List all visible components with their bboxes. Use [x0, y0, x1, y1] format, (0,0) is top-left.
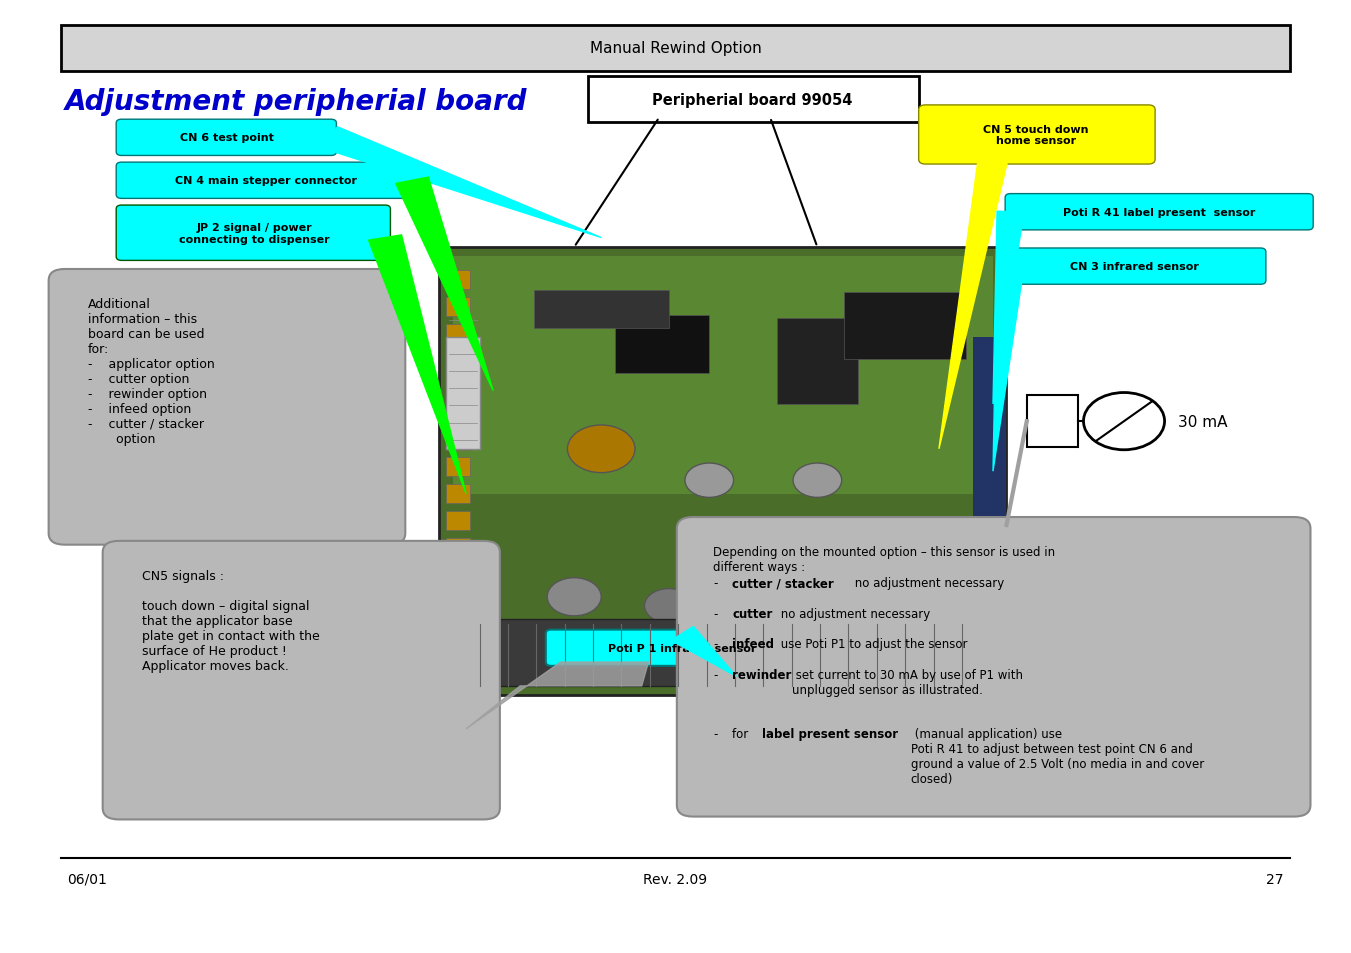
Text: -: -: [713, 727, 717, 740]
Text: Manual Rewind Option: Manual Rewind Option: [589, 41, 762, 56]
FancyBboxPatch shape: [446, 378, 470, 396]
FancyBboxPatch shape: [446, 537, 470, 557]
Text: 06/01: 06/01: [68, 872, 108, 885]
FancyBboxPatch shape: [588, 77, 919, 123]
Circle shape: [1084, 394, 1165, 451]
Polygon shape: [466, 662, 648, 729]
Text: 27: 27: [1266, 872, 1283, 885]
FancyBboxPatch shape: [446, 404, 470, 424]
FancyBboxPatch shape: [116, 120, 336, 156]
FancyBboxPatch shape: [844, 294, 966, 359]
Text: CN 5 touch down
home sensor: CN 5 touch down home sensor: [984, 125, 1089, 146]
Text: -: -: [713, 607, 717, 620]
Circle shape: [644, 589, 693, 623]
Polygon shape: [939, 159, 1008, 450]
Polygon shape: [369, 235, 466, 494]
Polygon shape: [993, 212, 1024, 404]
FancyBboxPatch shape: [446, 431, 470, 450]
FancyBboxPatch shape: [446, 271, 470, 290]
Circle shape: [793, 463, 842, 497]
FancyBboxPatch shape: [534, 291, 669, 329]
Text: no adjustment necessary: no adjustment necessary: [851, 577, 1004, 590]
Text: -: -: [713, 668, 717, 681]
Text: rewinder: rewinder: [732, 668, 792, 681]
FancyBboxPatch shape: [446, 298, 470, 316]
FancyBboxPatch shape: [453, 256, 993, 494]
Text: use Poti P1 to adjust the sensor: use Poti P1 to adjust the sensor: [777, 638, 967, 651]
FancyBboxPatch shape: [446, 511, 470, 530]
FancyBboxPatch shape: [466, 619, 979, 686]
FancyBboxPatch shape: [116, 163, 417, 199]
Text: (manual application) use
Poti R 41 to adjust between test point CN 6 and
ground : (manual application) use Poti R 41 to ad…: [911, 727, 1204, 785]
FancyBboxPatch shape: [1027, 395, 1078, 448]
FancyBboxPatch shape: [677, 517, 1310, 817]
Text: for: for: [732, 727, 753, 740]
FancyBboxPatch shape: [49, 270, 405, 545]
Text: CN 3 infrared sensor: CN 3 infrared sensor: [1070, 262, 1200, 272]
FancyBboxPatch shape: [1005, 249, 1266, 285]
Text: Peripherial board 99054: Peripherial board 99054: [653, 92, 852, 108]
FancyBboxPatch shape: [777, 318, 858, 404]
Text: Poti R 41 label present  sensor: Poti R 41 label present sensor: [1063, 208, 1255, 217]
Circle shape: [780, 589, 828, 623]
FancyBboxPatch shape: [116, 206, 390, 261]
FancyBboxPatch shape: [1005, 194, 1313, 231]
FancyBboxPatch shape: [973, 337, 1006, 561]
Text: infeed: infeed: [732, 638, 774, 651]
Text: Additional
information – this
board can be used
for:
-    applicator option
-   : Additional information – this board can …: [88, 297, 215, 445]
Polygon shape: [671, 627, 736, 677]
Text: Poti P 1 infrared sensor: Poti P 1 infrared sensor: [608, 643, 757, 653]
Text: set current to 30 mA by use of P1 with
unplugged sensor as illustrated.: set current to 30 mA by use of P1 with u…: [792, 668, 1023, 696]
Text: label present sensor: label present sensor: [762, 727, 898, 740]
Text: no adjustment necessary: no adjustment necessary: [777, 607, 929, 620]
Text: CN 4 main stepper connector: CN 4 main stepper connector: [176, 176, 357, 186]
Text: Depending on the mounted option – this sensor is used in
different ways :: Depending on the mounted option – this s…: [713, 545, 1055, 573]
Text: cutter / stacker: cutter / stacker: [732, 577, 834, 590]
Polygon shape: [993, 266, 1024, 472]
Text: JP 2 signal / power
connecting to dispenser: JP 2 signal / power connecting to dispen…: [178, 223, 330, 244]
Polygon shape: [396, 178, 493, 391]
Text: Rev. 2.09: Rev. 2.09: [643, 872, 708, 885]
Text: -: -: [713, 638, 717, 651]
Text: cutter: cutter: [732, 607, 773, 620]
Circle shape: [685, 463, 734, 497]
FancyBboxPatch shape: [446, 337, 480, 450]
Text: 30 mA: 30 mA: [1178, 415, 1228, 429]
FancyBboxPatch shape: [546, 630, 820, 666]
Text: CN 6 test point: CN 6 test point: [180, 133, 274, 143]
FancyBboxPatch shape: [446, 324, 470, 344]
FancyBboxPatch shape: [446, 458, 470, 476]
Circle shape: [898, 578, 952, 617]
Text: Adjustment peripherial board: Adjustment peripherial board: [65, 88, 527, 115]
FancyBboxPatch shape: [61, 26, 1290, 71]
FancyBboxPatch shape: [446, 564, 470, 583]
FancyBboxPatch shape: [446, 484, 470, 503]
FancyBboxPatch shape: [103, 541, 500, 820]
Text: -: -: [713, 577, 717, 590]
FancyBboxPatch shape: [919, 106, 1155, 165]
Circle shape: [567, 426, 635, 474]
FancyBboxPatch shape: [446, 351, 470, 370]
Text: CN5 signals :

touch down – digital signal
that the applicator base
plate get in: CN5 signals : touch down – digital signa…: [142, 569, 320, 672]
FancyBboxPatch shape: [615, 316, 709, 374]
Circle shape: [547, 578, 601, 617]
FancyBboxPatch shape: [439, 248, 1006, 696]
Polygon shape: [322, 128, 601, 238]
